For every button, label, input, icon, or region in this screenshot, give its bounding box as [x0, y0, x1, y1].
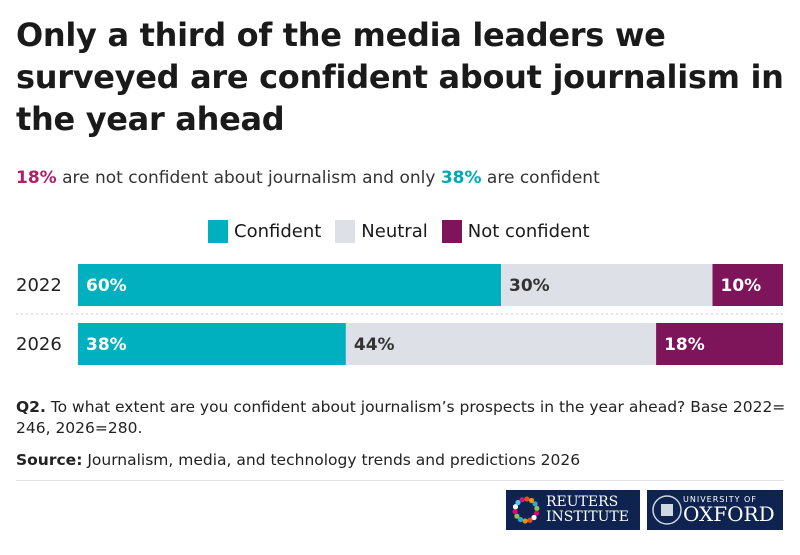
legend-item: Not confident — [441, 220, 590, 243]
oxford-big-text: OXFORD — [683, 502, 775, 526]
bar-segment — [345, 323, 657, 365]
subtitle-text: are confident — [481, 168, 600, 188]
bar-segment — [656, 323, 783, 365]
oxford-crest-icon — [652, 495, 682, 525]
legend-label: Confident — [234, 221, 322, 242]
legend-swatch — [208, 220, 228, 243]
data-label: 38% — [86, 335, 127, 355]
source-label: Source: — [16, 451, 83, 469]
data-label: 18% — [664, 335, 705, 355]
oxford-logo: UNIVERSITY OF OXFORD — [647, 490, 783, 530]
stacked-bar-chart: 2022 60% 30% 10% 2026 38% 44% 18% — [16, 264, 783, 365]
data-label: 60% — [86, 276, 127, 296]
category-label: 2022 — [16, 275, 62, 296]
reuters-institute-logo: REUTERS INSTITUTE — [506, 490, 640, 530]
bar-segment — [78, 264, 501, 306]
oxford-small-text: UNIVERSITY OF — [683, 495, 757, 504]
divider — [16, 480, 784, 481]
bar-segment — [78, 323, 346, 365]
data-label: 10% — [721, 276, 762, 296]
dots-ring-icon — [512, 496, 540, 524]
highlight-not-confident: 18% — [16, 168, 57, 188]
source: Source: Journalism, media, and technolog… — [16, 451, 580, 469]
legend-item: Confident — [208, 220, 321, 243]
legend-swatch — [441, 220, 462, 243]
data-label: 44% — [354, 335, 395, 355]
bar-segment — [501, 264, 713, 306]
question-note: Q2. To what extent are you confident abo… — [16, 397, 786, 439]
bar-segment — [712, 264, 783, 306]
reuters-logo-text: REUTERS INSTITUTE — [546, 494, 629, 525]
legend: Confident Neutral Not confident — [208, 220, 590, 243]
legend-swatch — [335, 220, 356, 243]
category-label: 2026 — [16, 334, 62, 355]
data-label: 30% — [509, 276, 550, 296]
note-label: Q2. — [16, 398, 46, 416]
subtitle-text: are not confident about journalism and o… — [56, 168, 441, 188]
legend-label: Not confident — [467, 221, 590, 242]
legend-item: Neutral — [335, 220, 428, 243]
legend-label: Neutral — [361, 221, 428, 242]
chart-title: Only a third of the media leaders we sur… — [16, 16, 784, 138]
note-text: To what extent are you confident about j… — [16, 398, 786, 437]
highlight-confident: 38% — [440, 168, 482, 188]
source-text: Journalism, media, and technology trends… — [82, 451, 581, 469]
chart-subtitle: 18% are not confident about journalism a… — [16, 168, 600, 188]
